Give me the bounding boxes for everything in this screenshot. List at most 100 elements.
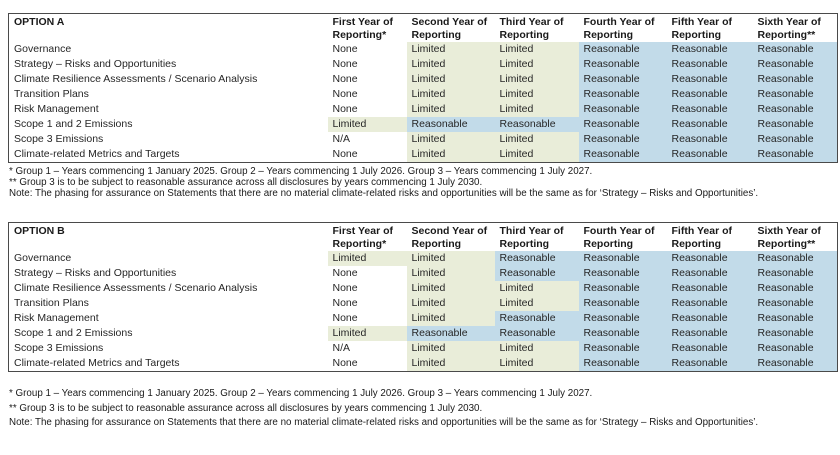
assurance-cell: Reasonable	[494, 311, 579, 326]
assurance-cell: Reasonable	[666, 281, 753, 296]
assurance-cell: Limited	[494, 296, 579, 311]
assurance-cell: Reasonable	[578, 356, 667, 372]
assurance-cell: Limited	[327, 117, 407, 132]
assurance-cell: Reasonable	[578, 281, 667, 296]
table-row: Transition Plans None Limited Limited Reason…	[9, 296, 838, 311]
row-label: Risk Management	[14, 312, 99, 324]
row-label: Scope 3 Emissions	[14, 342, 104, 354]
assurance-cell: Limited	[327, 251, 407, 266]
assurance-cell: Reasonable	[752, 266, 838, 281]
assurance-cell: Reasonable	[752, 72, 838, 87]
assurance-cell: None	[332, 312, 358, 324]
assurance-cell: Limited	[406, 87, 495, 102]
table-title: OPTION B	[14, 225, 65, 237]
assurance-cell: Reasonable	[752, 87, 838, 102]
assurance-cell: Reasonable	[666, 117, 753, 132]
assurance-cell: Reasonable	[752, 251, 838, 266]
assurance-cell: Reasonable	[406, 326, 495, 341]
assurance-cell: Reasonable	[752, 57, 838, 72]
assurance-cell: Reasonable	[666, 42, 753, 57]
assurance-cell: Reasonable	[578, 117, 667, 132]
assurance-cell: Reasonable	[666, 132, 753, 147]
assurance-cell: Reasonable	[666, 251, 753, 266]
footnote-line: * Group 1 – Years commencing 1 January 2…	[9, 388, 593, 399]
column-header: Second Year of Reporting	[411, 16, 488, 41]
row-label: Scope 1 and 2 Emissions	[14, 118, 133, 130]
row-label: Governance	[14, 43, 72, 55]
row-label: Climate-related Metrics and Targets	[14, 357, 180, 369]
column-header: Sixth Year of Reporting**	[757, 16, 821, 41]
table-row: Scope 1 and 2 Emissions Limited Reasonable…	[9, 326, 838, 341]
assurance-cell: Limited	[406, 266, 495, 281]
assurance-cell: Reasonable	[752, 296, 838, 311]
assurance-cell: Limited	[494, 341, 579, 356]
assurance-cell: Limited	[494, 42, 579, 57]
row-label: Governance	[14, 252, 72, 264]
assurance-cell: Reasonable	[752, 147, 838, 163]
row-label: Climate-related Metrics and Targets	[14, 148, 180, 160]
table-title: OPTION A	[14, 16, 65, 28]
assurance-cell: Reasonable	[666, 147, 753, 163]
table-row: Climate-related Metrics and Targets None L…	[9, 356, 838, 372]
assurance-cell: Limited	[406, 57, 495, 72]
option-b-footnotes: * Group 1 – Years commencing 1 January 2…	[9, 387, 840, 431]
assurance-cell: Reasonable	[578, 326, 667, 341]
table-row: Governance Limited Limited Reasonable Reason…	[9, 251, 838, 266]
assurance-cell: Limited	[406, 311, 495, 326]
assurance-cell: Reasonable	[666, 356, 753, 372]
assurance-cell: Reasonable	[578, 251, 667, 266]
row-label: Climate Resilience Assessments / Scenari…	[14, 73, 258, 85]
assurance-cell: Reasonable	[578, 147, 667, 163]
column-header: Fifth Year of Reporting	[671, 16, 732, 41]
assurance-cell: Limited	[327, 326, 407, 341]
row-label: Strategy – Risks and Opportunities	[14, 267, 177, 279]
table-row: Scope 3 Emissions N/A Limited Limited Reason…	[9, 132, 838, 147]
assurance-cell: Reasonable	[752, 311, 838, 326]
row-label: Transition Plans	[14, 297, 89, 309]
assurance-cell: Reasonable	[494, 326, 579, 341]
assurance-cell: Reasonable	[578, 132, 667, 147]
option-b-table: OPTION B First Year of Reporting* Second Y…	[8, 222, 838, 372]
assurance-cell: None	[332, 297, 358, 309]
table-row: Scope 1 and 2 Emissions Limited Reasonable…	[9, 117, 838, 132]
assurance-cell: Reasonable	[752, 281, 838, 296]
row-label: Risk Management	[14, 103, 99, 115]
table-row: Scope 3 Emissions N/A Limited Limited Reason…	[9, 341, 838, 356]
assurance-cell: Reasonable	[494, 251, 579, 266]
table-row: Climate Resilience Assessments / Scenari…	[9, 72, 838, 87]
assurance-cell: Limited	[406, 341, 495, 356]
assurance-cell: Reasonable	[578, 266, 667, 281]
option-a-section: OPTION A First Year of Reporting* Second Y…	[0, 13, 840, 199]
assurance-cell: Reasonable	[578, 102, 667, 117]
assurance-cell: Reasonable	[666, 311, 753, 326]
assurance-cell: Limited	[494, 102, 579, 117]
assurance-cell: None	[332, 88, 358, 100]
assurance-cell: Reasonable	[666, 87, 753, 102]
header-row: OPTION B First Year of Reporting* Second Y…	[9, 223, 838, 252]
page: OPTION A First Year of Reporting* Second Y…	[0, 13, 840, 455]
assurance-cell: Reasonable	[578, 87, 667, 102]
assurance-cell: Reasonable	[752, 117, 838, 132]
table-row: Risk Management None Limited Reasonable Reas…	[9, 311, 838, 326]
assurance-cell: Limited	[406, 296, 495, 311]
assurance-cell: Reasonable	[578, 72, 667, 87]
assurance-cell: None	[332, 58, 358, 70]
assurance-cell: Reasonable	[578, 57, 667, 72]
table-row: Climate Resilience Assessments / Scenari…	[9, 281, 838, 296]
row-label: Scope 1 and 2 Emissions	[14, 327, 133, 339]
assurance-cell: Reasonable	[406, 117, 495, 132]
footnote-line: ** Group 3 is to be subject to reasonabl…	[9, 402, 483, 414]
assurance-cell: Reasonable	[494, 266, 579, 281]
option-b-section: OPTION B First Year of Reporting* Second Y…	[0, 222, 840, 431]
row-label: Transition Plans	[14, 88, 89, 100]
assurance-cell: Reasonable	[578, 311, 667, 326]
assurance-cell: Limited	[406, 132, 495, 147]
table-row: Strategy – Risks and Opportunities None Li…	[9, 57, 838, 72]
column-header: First Year of Reporting*	[332, 225, 394, 250]
table-row: Risk Management None Limited Limited Reasona…	[9, 102, 838, 117]
assurance-cell: Reasonable	[578, 341, 667, 356]
column-header: Second Year of Reporting	[411, 225, 488, 250]
table-row: Transition Plans None Limited Limited Reason…	[9, 87, 838, 102]
assurance-cell: Limited	[494, 132, 579, 147]
assurance-cell: Limited	[406, 281, 495, 296]
